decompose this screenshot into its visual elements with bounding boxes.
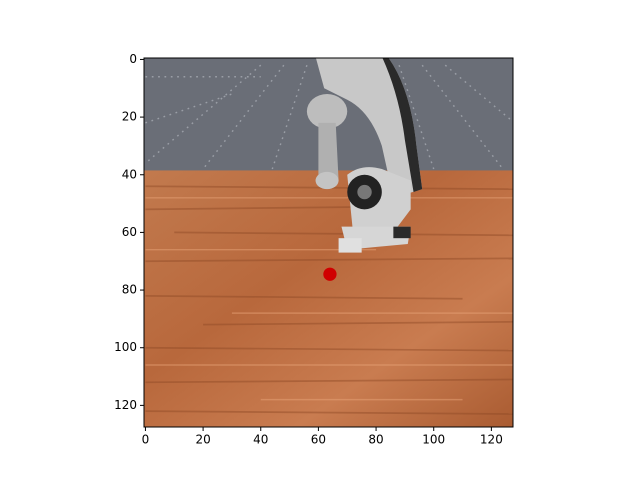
wall-lines xyxy=(144,64,513,170)
x-tick-label: 80 xyxy=(368,433,383,447)
y-tick-label: 80 xyxy=(122,283,137,297)
y-tick-label: 40 xyxy=(122,167,137,181)
y-tick-label: 100 xyxy=(114,340,137,354)
floor xyxy=(144,170,513,427)
x-tick-label: 20 xyxy=(195,433,210,447)
x-tick-label: 40 xyxy=(253,433,268,447)
y-tick-label: 60 xyxy=(122,225,137,239)
robot-arm xyxy=(306,58,423,253)
x-tick-label: 100 xyxy=(422,433,445,447)
y-tick-label: 0 xyxy=(129,52,137,66)
y-tick-label: 20 xyxy=(122,110,137,124)
red-ball xyxy=(323,267,337,281)
x-tick-label: 0 xyxy=(142,433,150,447)
x-tick-label: 60 xyxy=(311,433,326,447)
wood-highlights xyxy=(145,197,513,401)
y-tick-label: 120 xyxy=(114,398,137,412)
image xyxy=(144,58,513,427)
x-tick-label: 120 xyxy=(480,433,503,447)
axes-frame xyxy=(143,57,514,428)
